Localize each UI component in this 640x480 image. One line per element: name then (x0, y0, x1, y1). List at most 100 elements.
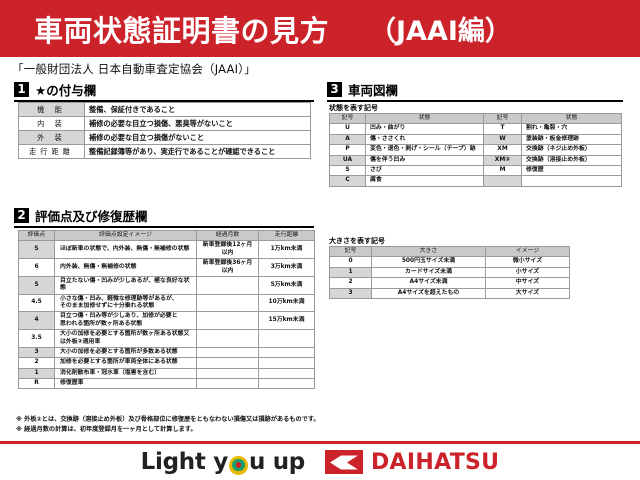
rating-description: ほぼ新車の状態で、内外装、無傷・無補修の状態 (54, 240, 197, 260)
rating-distance (258, 329, 315, 348)
footnotes: ※ 外板②とは、交換跡（溶接止め外板）及び骨格部位に修復歴をともなわない損傷又は… (16, 415, 320, 434)
rating-row: 3.5 大小の加修を必要とする箇所が数ヶ所ある状態又 は外板②適用車 (18, 329, 315, 348)
section-number-1: 1 (14, 82, 29, 97)
size-column-header: 大きさ (371, 245, 486, 258)
size-code: 1 (329, 266, 372, 279)
rating-column-header: 走行距離 (258, 229, 315, 242)
rating-row: 5 目立たない傷・凹みが少しあるが、極な良好な状態 5万km未満 (18, 275, 315, 295)
symbol-column-header: 状態 (521, 112, 622, 125)
symbol-code-right: XM (483, 144, 522, 156)
symbol-code-left: C (329, 175, 366, 187)
size-row: 0 500円玉サイズ未満 微小サイズ (329, 256, 570, 268)
rating-distance: 15万km未満 (258, 311, 315, 331)
star-criteria-value: 整備記録簿等があり、実走行であることが確認できること (84, 144, 311, 159)
rating-row: 2 加修を必要とする箇所が車両全体にある状態 (18, 357, 315, 369)
star-criteria-value: 整備、保証付きであること (84, 102, 311, 117)
star-criteria-table: 機 能整備、保証付きであること内 装補修の必要な目立つ損傷、悪臭等がないこと外 … (18, 102, 311, 159)
footer-red-rule (0, 441, 640, 444)
symbol-row: A 傷・ささくれ W 塗装跡・板金修理跡 (329, 133, 622, 146)
symbol-header-row: 記号 状態 記号 状態 (329, 112, 622, 125)
size-header-row: 記号 大きさ イメージ (329, 245, 570, 258)
symbol-meaning-left: 腐食 (365, 175, 484, 187)
size-description: A4サイズを超えたもの (371, 287, 486, 299)
brand-name: DAIHATSU (370, 449, 500, 475)
rating-months (196, 311, 259, 331)
symbol-table-caption: 状態を表す記号 (329, 104, 378, 112)
rating-months (196, 346, 259, 359)
rating-months (196, 357, 259, 369)
star-criteria-row: 機 能整備、保証付きであること (18, 102, 311, 117)
slogan: Light y u up (141, 449, 306, 475)
rating-distance: 3万km未満 (258, 258, 315, 277)
section-label-2: 評価点及び修復歴欄 (35, 209, 148, 224)
rating-description: 内外装、無傷・無補修の状態 (54, 258, 197, 277)
size-code: 2 (329, 277, 372, 289)
rating-score: R (18, 377, 55, 390)
symbol-meaning-left: 傷・ささくれ (365, 133, 484, 146)
symbol-meaning-right: 塗装跡・板金修理跡 (521, 133, 622, 146)
rating-months (196, 293, 259, 313)
rating-distance (258, 346, 315, 359)
size-image-label: 大サイズ (485, 287, 570, 299)
symbol-code-right: M (483, 164, 522, 177)
page-title: 車両状態証明書の見方 (34, 13, 330, 48)
symbol-meaning-left: 傷を伴う凹み (365, 154, 484, 166)
size-column-header: 記号 (329, 245, 372, 258)
symbol-row: C 腐食 (329, 175, 622, 187)
section-label-3: 車両図欄 (348, 83, 399, 98)
organization-line: 「一般財団法人 日本自動車査定協会（JAAI）」 (12, 62, 256, 76)
rating-distance (258, 367, 315, 380)
section-number-3: 3 (327, 82, 342, 97)
star-criteria-key: 内 装 (18, 116, 85, 131)
rating-description: 大小の加修を必要とする箇所が数ヶ所ある状態又 は外板②適用車 (54, 329, 197, 348)
star-criteria-key: 機 能 (18, 102, 85, 117)
rating-row: 4.5 小さな傷・凹み、軽微な修理跡等があるが、 そのまま加修せずに十分乗れる状態 1… (18, 293, 315, 313)
symbol-row: UA 傷を伴う凹み XM② 交換跡（溶接止め外板） (329, 154, 622, 166)
star-criteria-key: 走行距離 (18, 144, 85, 159)
rating-column-header: 評価点 (18, 229, 55, 242)
rating-description: 大小の加修を必要とする箇所が多数ある状態 (54, 346, 197, 359)
symbol-code-left: U (329, 123, 366, 135)
rating-description: 目立たない傷・凹みが少しあるが、極な良好な状態 (54, 275, 197, 295)
symbol-code-left: UA (329, 154, 366, 166)
rating-score: 3.5 (18, 329, 55, 348)
rating-score: 1 (18, 367, 55, 380)
symbol-meaning-right (521, 175, 622, 187)
rating-months (196, 367, 259, 380)
footnote-2: ※ 経過月数の計算は、初年度登録月を一ヶ月として計算します。 (16, 425, 197, 433)
header-band: 車両状態証明書の見方 （JAAI編） (0, 0, 640, 57)
size-description: カードサイズ未満 (371, 266, 486, 279)
rating-score: S (18, 240, 55, 260)
rating-score: 6 (18, 258, 55, 277)
footnote-1: ※ 外板②とは、交換跡（溶接止め外板）及び骨格部位に修復歴をともなわない損傷又は… (16, 416, 320, 423)
symbol-column-header: 記号 (483, 112, 522, 125)
symbol-code-right: XM② (483, 154, 522, 166)
symbol-row: S さび M 修復歴 (329, 164, 622, 177)
rating-distance (258, 377, 315, 390)
rating-row: 6 内外装、無傷・無補修の状態 新車登録後36ヶ月以内 3万km未満 (18, 258, 315, 277)
symbol-meaning-right: 交換跡（ネジ止め外板） (521, 144, 622, 156)
rating-row: 1 消化剤散布車・冠水車（塩害を含む） (18, 367, 315, 380)
size-row: 2 A4サイズ未満 中サイズ (329, 277, 570, 289)
symbol-code-right: W (483, 133, 522, 146)
rating-row: 4 目立つ傷・凹み等が少しあり、加修が必要と 思われる箇所が数ヶ所ある状態 15万km… (18, 311, 315, 331)
rating-months (196, 275, 259, 295)
size-image-label: 微小サイズ (485, 256, 570, 268)
rating-row: 3 大小の加修を必要とする箇所が多数ある状態 (18, 346, 315, 359)
rating-row: S ほぼ新車の状態で、内外装、無傷・無補修の状態 新車登録後12ヶ月以内 1万km未満 (18, 240, 315, 260)
brand-lockup: DAIHATSU (324, 449, 500, 475)
size-symbol-table: 記号 大きさ イメージ 0 500円玉サイズ未満 微小サイズ 1 カードサイズ未満 小サイズ 2… (329, 245, 570, 299)
symbol-code-left: A (329, 133, 366, 146)
page-title-edition: （JAAI編） (369, 16, 512, 47)
size-code: 3 (329, 287, 372, 299)
condition-symbol-table: 記号 状態 記号 状態 U 凹み・曲がり T 割れ・亀裂・穴 A 傷・ささくれ W 塗装跡・板金修理… (329, 112, 622, 187)
section-heading-diagram: 3 車両図欄 (327, 80, 623, 102)
daihatsu-logo-icon (324, 450, 363, 474)
star-criteria-row: 内 装補修の必要な目立つ損傷、悪臭等がないこと (18, 116, 311, 131)
symbol-meaning-left: さび (365, 164, 484, 177)
symbol-meaning-left: 凹み・曲がり (365, 123, 484, 135)
rating-months (196, 377, 259, 390)
star-criteria-row: 走行距離 整備記録簿等があり、実走行であることが確認できること (18, 144, 311, 159)
rating-score: 5 (18, 275, 55, 295)
rating-header-row: 評価点 評価点設定イメージ 経過月数 走行距離 (18, 229, 315, 242)
